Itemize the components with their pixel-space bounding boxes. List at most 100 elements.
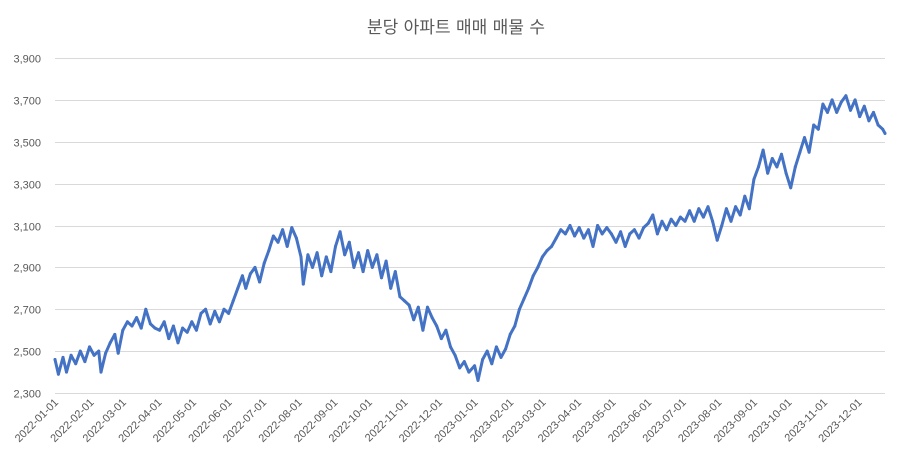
y-tick-label: 2,300 bbox=[13, 389, 41, 401]
data-point bbox=[227, 311, 231, 315]
data-point bbox=[494, 345, 498, 349]
data-point bbox=[334, 244, 337, 248]
data-point bbox=[299, 255, 303, 259]
data-point bbox=[113, 332, 117, 336]
y-tick-label: 2,900 bbox=[13, 263, 41, 275]
data-point bbox=[69, 353, 73, 357]
data-point bbox=[315, 251, 319, 255]
data-point bbox=[171, 324, 175, 328]
data-point bbox=[724, 207, 728, 211]
data-point bbox=[835, 110, 839, 114]
data-point bbox=[605, 226, 609, 230]
data-point bbox=[844, 94, 848, 98]
data-point bbox=[217, 320, 221, 324]
data-point bbox=[281, 228, 285, 232]
data-point bbox=[380, 276, 383, 280]
data-point bbox=[757, 165, 760, 169]
data-point bbox=[148, 322, 152, 326]
data-point bbox=[692, 219, 696, 223]
data-point bbox=[416, 305, 420, 309]
data-point bbox=[715, 238, 719, 242]
data-point bbox=[398, 295, 402, 299]
data-point bbox=[628, 232, 632, 236]
data-point bbox=[453, 353, 457, 357]
data-point bbox=[194, 328, 198, 332]
data-point bbox=[545, 249, 549, 253]
data-point bbox=[185, 330, 189, 334]
data-point bbox=[563, 232, 567, 236]
data-point bbox=[660, 219, 664, 223]
data-point bbox=[176, 341, 180, 345]
data-point bbox=[439, 337, 443, 341]
data-point bbox=[213, 309, 217, 313]
data-point bbox=[568, 224, 572, 227]
data-point bbox=[97, 349, 101, 353]
data-point bbox=[74, 362, 78, 366]
data-point bbox=[665, 228, 669, 232]
data-point bbox=[683, 219, 687, 223]
series-line bbox=[53, 94, 887, 382]
data-point bbox=[596, 224, 600, 227]
data-point bbox=[655, 232, 659, 236]
data-point bbox=[504, 347, 508, 351]
chart-title: 분당 아파트 매매 매물 수 bbox=[367, 18, 545, 38]
data-point bbox=[573, 234, 577, 238]
y-tick-label: 3,700 bbox=[13, 96, 41, 108]
data-point bbox=[803, 136, 806, 140]
data-point bbox=[734, 205, 738, 209]
data-point bbox=[240, 274, 244, 278]
y-tick-label: 3,100 bbox=[13, 222, 41, 234]
data-point bbox=[83, 360, 87, 364]
data-point bbox=[421, 328, 425, 332]
data-point bbox=[56, 372, 60, 376]
data-point bbox=[267, 249, 271, 253]
data-point bbox=[697, 207, 701, 211]
data-point bbox=[540, 255, 544, 259]
data-point bbox=[294, 236, 298, 240]
data-point bbox=[849, 108, 852, 112]
data-point bbox=[153, 326, 157, 330]
data-point bbox=[688, 209, 692, 213]
data-point bbox=[444, 328, 448, 332]
data-point bbox=[729, 219, 733, 223]
data-point bbox=[862, 104, 866, 108]
data-point bbox=[830, 98, 834, 102]
data-point bbox=[623, 244, 627, 248]
data-point bbox=[632, 228, 636, 232]
data-point bbox=[531, 274, 535, 278]
data-point bbox=[674, 224, 678, 227]
y-tick-label: 2,500 bbox=[13, 347, 41, 359]
data-point bbox=[430, 316, 434, 320]
data-point bbox=[793, 165, 797, 169]
data-point bbox=[258, 280, 262, 284]
data-point bbox=[108, 341, 112, 345]
data-point bbox=[253, 265, 257, 269]
data-point bbox=[139, 326, 143, 330]
data-point bbox=[204, 307, 208, 311]
data-point bbox=[306, 253, 310, 257]
data-point bbox=[858, 115, 862, 119]
data-point bbox=[407, 303, 411, 307]
y-tick-label: 3,900 bbox=[13, 54, 41, 66]
data-point bbox=[92, 353, 96, 357]
data-point bbox=[248, 272, 252, 276]
data-point bbox=[276, 240, 280, 244]
y-tick-label: 3,300 bbox=[13, 180, 41, 192]
data-point bbox=[513, 324, 517, 328]
data-point bbox=[236, 286, 240, 290]
data-point bbox=[262, 261, 266, 265]
data-point bbox=[361, 270, 365, 274]
data-point bbox=[669, 217, 673, 221]
data-point bbox=[637, 236, 641, 240]
data-point bbox=[738, 213, 742, 217]
data-point bbox=[476, 378, 480, 382]
data-point bbox=[435, 324, 439, 328]
data-point bbox=[324, 255, 328, 259]
data-point bbox=[600, 232, 604, 236]
data-point bbox=[812, 123, 816, 127]
data-point bbox=[65, 370, 68, 374]
data-point bbox=[347, 240, 351, 244]
data-point bbox=[881, 127, 885, 131]
